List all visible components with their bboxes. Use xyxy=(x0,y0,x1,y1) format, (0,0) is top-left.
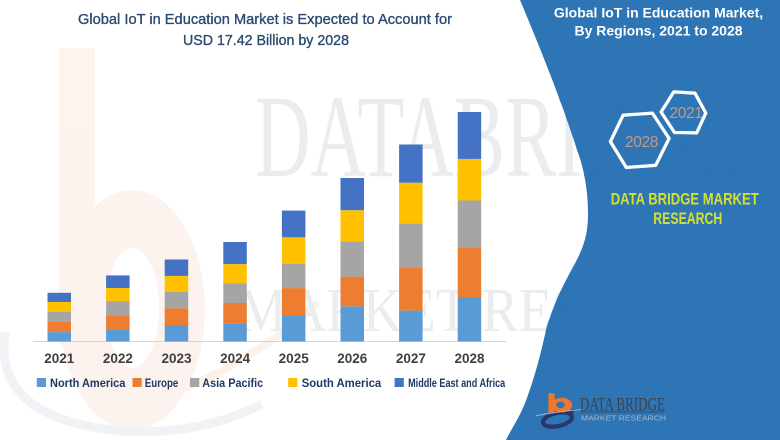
svg-text:By Regions, 2021 to 2028: By Regions, 2021 to 2028 xyxy=(574,23,742,39)
svg-text:South America: South America xyxy=(302,376,382,390)
svg-text:Europe: Europe xyxy=(145,376,179,390)
svg-text:DATA BRIDGE: DATA BRIDGE xyxy=(580,395,665,416)
svg-text:2023: 2023 xyxy=(161,351,192,366)
svg-text:2024: 2024 xyxy=(220,351,251,366)
svg-text:2021: 2021 xyxy=(44,351,75,366)
svg-text:DATA BRIDGE MARKET: DATA BRIDGE MARKET xyxy=(611,190,759,208)
svg-text:Global IoT in Education Market: Global IoT in Education Market is Expect… xyxy=(78,11,452,28)
svg-text:RESEARCH: RESEARCH xyxy=(653,210,722,228)
svg-text:2021: 2021 xyxy=(670,105,703,122)
svg-text:2028: 2028 xyxy=(625,134,658,151)
svg-text:North America: North America xyxy=(50,376,126,390)
svg-text:Global IoT in Education Market: Global IoT in Education Market, xyxy=(554,5,763,21)
svg-text:2022: 2022 xyxy=(103,351,133,366)
svg-text:2028: 2028 xyxy=(454,351,485,366)
svg-text:USD 17.42 Billion by 2028: USD 17.42 Billion by 2028 xyxy=(183,32,349,49)
svg-text:2026: 2026 xyxy=(337,351,368,366)
svg-text:MARKET RESEARCH: MARKET RESEARCH xyxy=(581,416,666,423)
svg-text:2025: 2025 xyxy=(279,351,310,366)
svg-text:Middle East and Africa: Middle East and Africa xyxy=(408,376,505,390)
svg-text:Asia Pacific: Asia Pacific xyxy=(202,376,263,390)
svg-text:2027: 2027 xyxy=(396,351,426,366)
